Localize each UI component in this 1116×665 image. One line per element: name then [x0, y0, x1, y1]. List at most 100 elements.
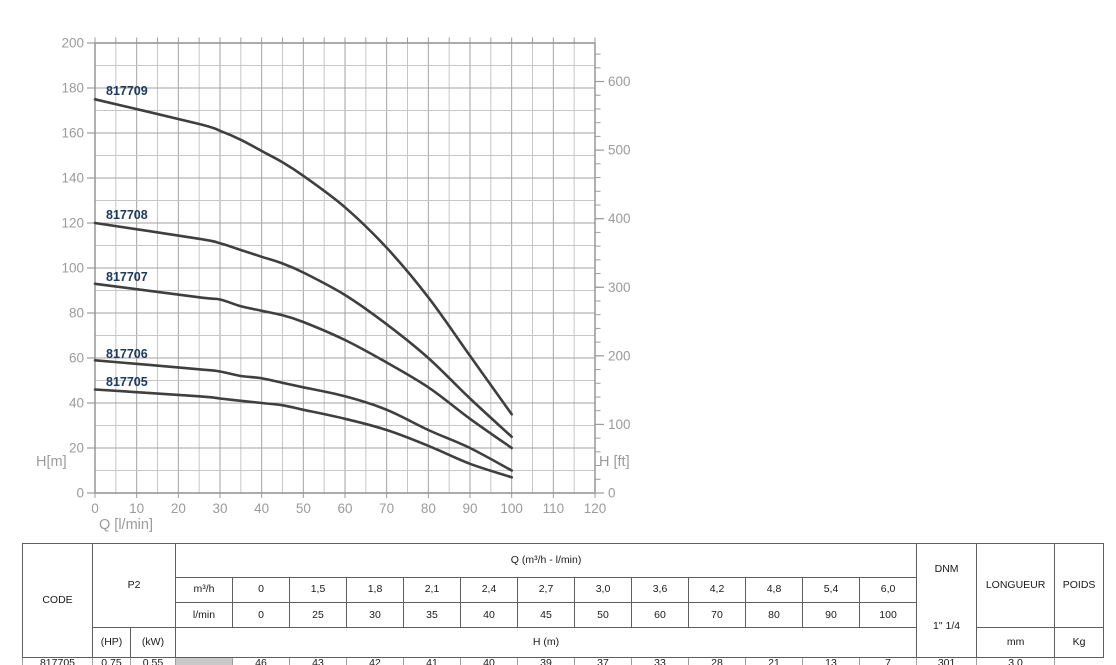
y-axis-ft-tick-label: 0	[608, 486, 616, 501]
q-m3h-value: 1,5	[289, 576, 347, 604]
x-axis-tick-label: 50	[296, 501, 311, 516]
code-value: 817705	[22, 656, 93, 665]
spec-table: CODE P2 Q (m³/h - l/min) DNM 1" 1/4 LONG…	[22, 542, 1105, 665]
head-m-value: 7	[858, 656, 918, 665]
y-axis-ft-tick-label: 600	[608, 74, 631, 89]
q-m3h-value: 1,8	[346, 576, 404, 604]
pump-curves	[93, 98, 513, 479]
longueur-header: LONGUEUR	[976, 542, 1056, 629]
q-m3h-value: 0	[232, 576, 290, 604]
kw-unit-header: (kW)	[130, 627, 176, 658]
q-lmin-value: 0	[232, 602, 290, 629]
head-m-value: 43	[289, 656, 347, 665]
y-axis-ft-tick-label: 100	[608, 417, 631, 432]
dnm-header: DNM	[934, 563, 959, 576]
q-lmin-value: 50	[574, 602, 632, 629]
p2-hp-value: 0,75	[92, 656, 131, 665]
head-m-value: 33	[631, 656, 689, 665]
q-lmin-value: 80	[745, 602, 803, 629]
y-axis-m-tick-label: 80	[69, 306, 84, 321]
q-lmin-value: 70	[688, 602, 746, 629]
axis-tick-labels: 0 20 40 60 80 100 120 140 160 180 200 0 10 20 30 40 50 60…	[36, 36, 631, 534]
q-m3h-value: 4,2	[688, 576, 746, 604]
y-axis-right-title: H [ft]	[599, 454, 630, 470]
y-axis-m-tick-label: 60	[69, 351, 84, 366]
q-m3h-value: 5,4	[802, 576, 860, 604]
q-m3h-value: 2,7	[517, 576, 575, 604]
head-m-value: 41	[403, 656, 461, 665]
y-axis-m-tick-label: 160	[61, 126, 84, 141]
q-lmin-value: 30	[346, 602, 404, 629]
q-m3h-value: 4,8	[745, 576, 803, 604]
x-axis-tick-label: 80	[421, 501, 436, 516]
curve-817709	[93, 98, 513, 416]
curve-label-817707: 817707	[106, 270, 148, 284]
gray-placeholder-cell	[175, 656, 233, 665]
y-axis-m-tick-label: 200	[61, 36, 84, 51]
curve-label-817708: 817708	[106, 208, 148, 222]
head-m-value: 42	[346, 656, 404, 665]
x-axis-tick-label: 40	[254, 501, 269, 516]
curve-label-817705: 817705	[106, 375, 148, 389]
q-lmin-value: 45	[517, 602, 575, 629]
head-m-value: 13	[802, 656, 860, 665]
y-axis-ft-tick-label: 400	[608, 211, 631, 226]
poids-header: POIDS	[1054, 542, 1105, 629]
chart-grid	[94, 42, 596, 494]
head-m-value: 37	[574, 656, 632, 665]
y-axis-m-tick-label: 120	[61, 216, 84, 231]
x-axis-tick-label: 60	[337, 501, 352, 516]
x-axis-tick-label: 0	[91, 501, 99, 516]
mm-unit-header: mm	[976, 627, 1056, 658]
kg-unit-header: Kg	[1054, 627, 1105, 658]
y-axis-m-tick-label: 100	[61, 261, 84, 276]
y-axis-ft-tick-label: 300	[608, 280, 631, 295]
q-lmin-value: 60	[631, 602, 689, 629]
x-axis-title: Q [l/min]	[99, 517, 153, 533]
y-axis-ft-tick-label: 500	[608, 143, 631, 158]
y-axis-m-tick-label: 0	[76, 486, 84, 501]
x-axis-tick-label: 120	[584, 501, 607, 516]
dnm-value: 1" 1/4	[933, 619, 961, 632]
q-m3h-value: 3,0	[574, 576, 632, 604]
q-m3h-value: 6,0	[858, 576, 918, 604]
table-row: 817705 0,75 0,55 46 43 42 41 40 39 37 33 28 21 13 7 301…	[22, 656, 1104, 665]
q-lmin-value: 40	[460, 602, 518, 629]
head-m-value: 46	[232, 656, 290, 665]
longueur-value: 301	[916, 656, 978, 665]
q-m3h-value: 2,4	[460, 576, 518, 604]
y-axis-left-title: H[m]	[36, 454, 67, 470]
x-axis-tick-label: 110	[543, 501, 565, 516]
y-axis-m-tick-label: 140	[61, 171, 84, 186]
y-axis-ft-tick-label: 200	[608, 348, 631, 363]
q-flow-header: Q (m³/h - l/min)	[174, 543, 918, 578]
x-axis-tick-label: 100	[500, 501, 523, 516]
x-axis-tick-label: 10	[129, 501, 144, 516]
head-m-value: 40	[460, 656, 518, 665]
curve-817707	[93, 282, 513, 450]
y-axis-m-tick-label: 20	[69, 441, 84, 456]
q-m3h-value: 3,6	[631, 576, 689, 604]
curve-label-817706: 817706	[106, 347, 148, 361]
h-m-header: H (m)	[174, 627, 918, 658]
q-lmin-value: 90	[802, 602, 860, 629]
q-lmin-value: 35	[403, 602, 461, 629]
curve-817706	[93, 359, 513, 472]
q-lmin-value: 25	[289, 602, 347, 629]
p2-header: P2	[92, 542, 176, 629]
axis-ticks	[87, 37, 604, 498]
head-m-value: 21	[745, 656, 803, 665]
code-header: CODE	[22, 543, 93, 658]
curve-label-817709: 817709	[106, 84, 148, 98]
pump-curves-chart: 0 20 40 60 80 100 120 140 160 180 200 0 10 20 30 40 50 60…	[36, 36, 631, 534]
y-axis-m-tick-label: 40	[69, 396, 84, 411]
x-axis-tick-label: 90	[462, 501, 477, 516]
q-lmin-value: 100	[858, 602, 918, 629]
dnm-column: DNM 1" 1/4	[916, 543, 978, 658]
m3h-unit-label: m³/h	[175, 576, 233, 604]
hp-unit-header: (HP)	[92, 627, 131, 658]
x-axis-tick-label: 70	[379, 501, 394, 516]
poids-value: 3,0	[976, 656, 1056, 665]
x-axis-tick-label: 30	[212, 501, 227, 516]
